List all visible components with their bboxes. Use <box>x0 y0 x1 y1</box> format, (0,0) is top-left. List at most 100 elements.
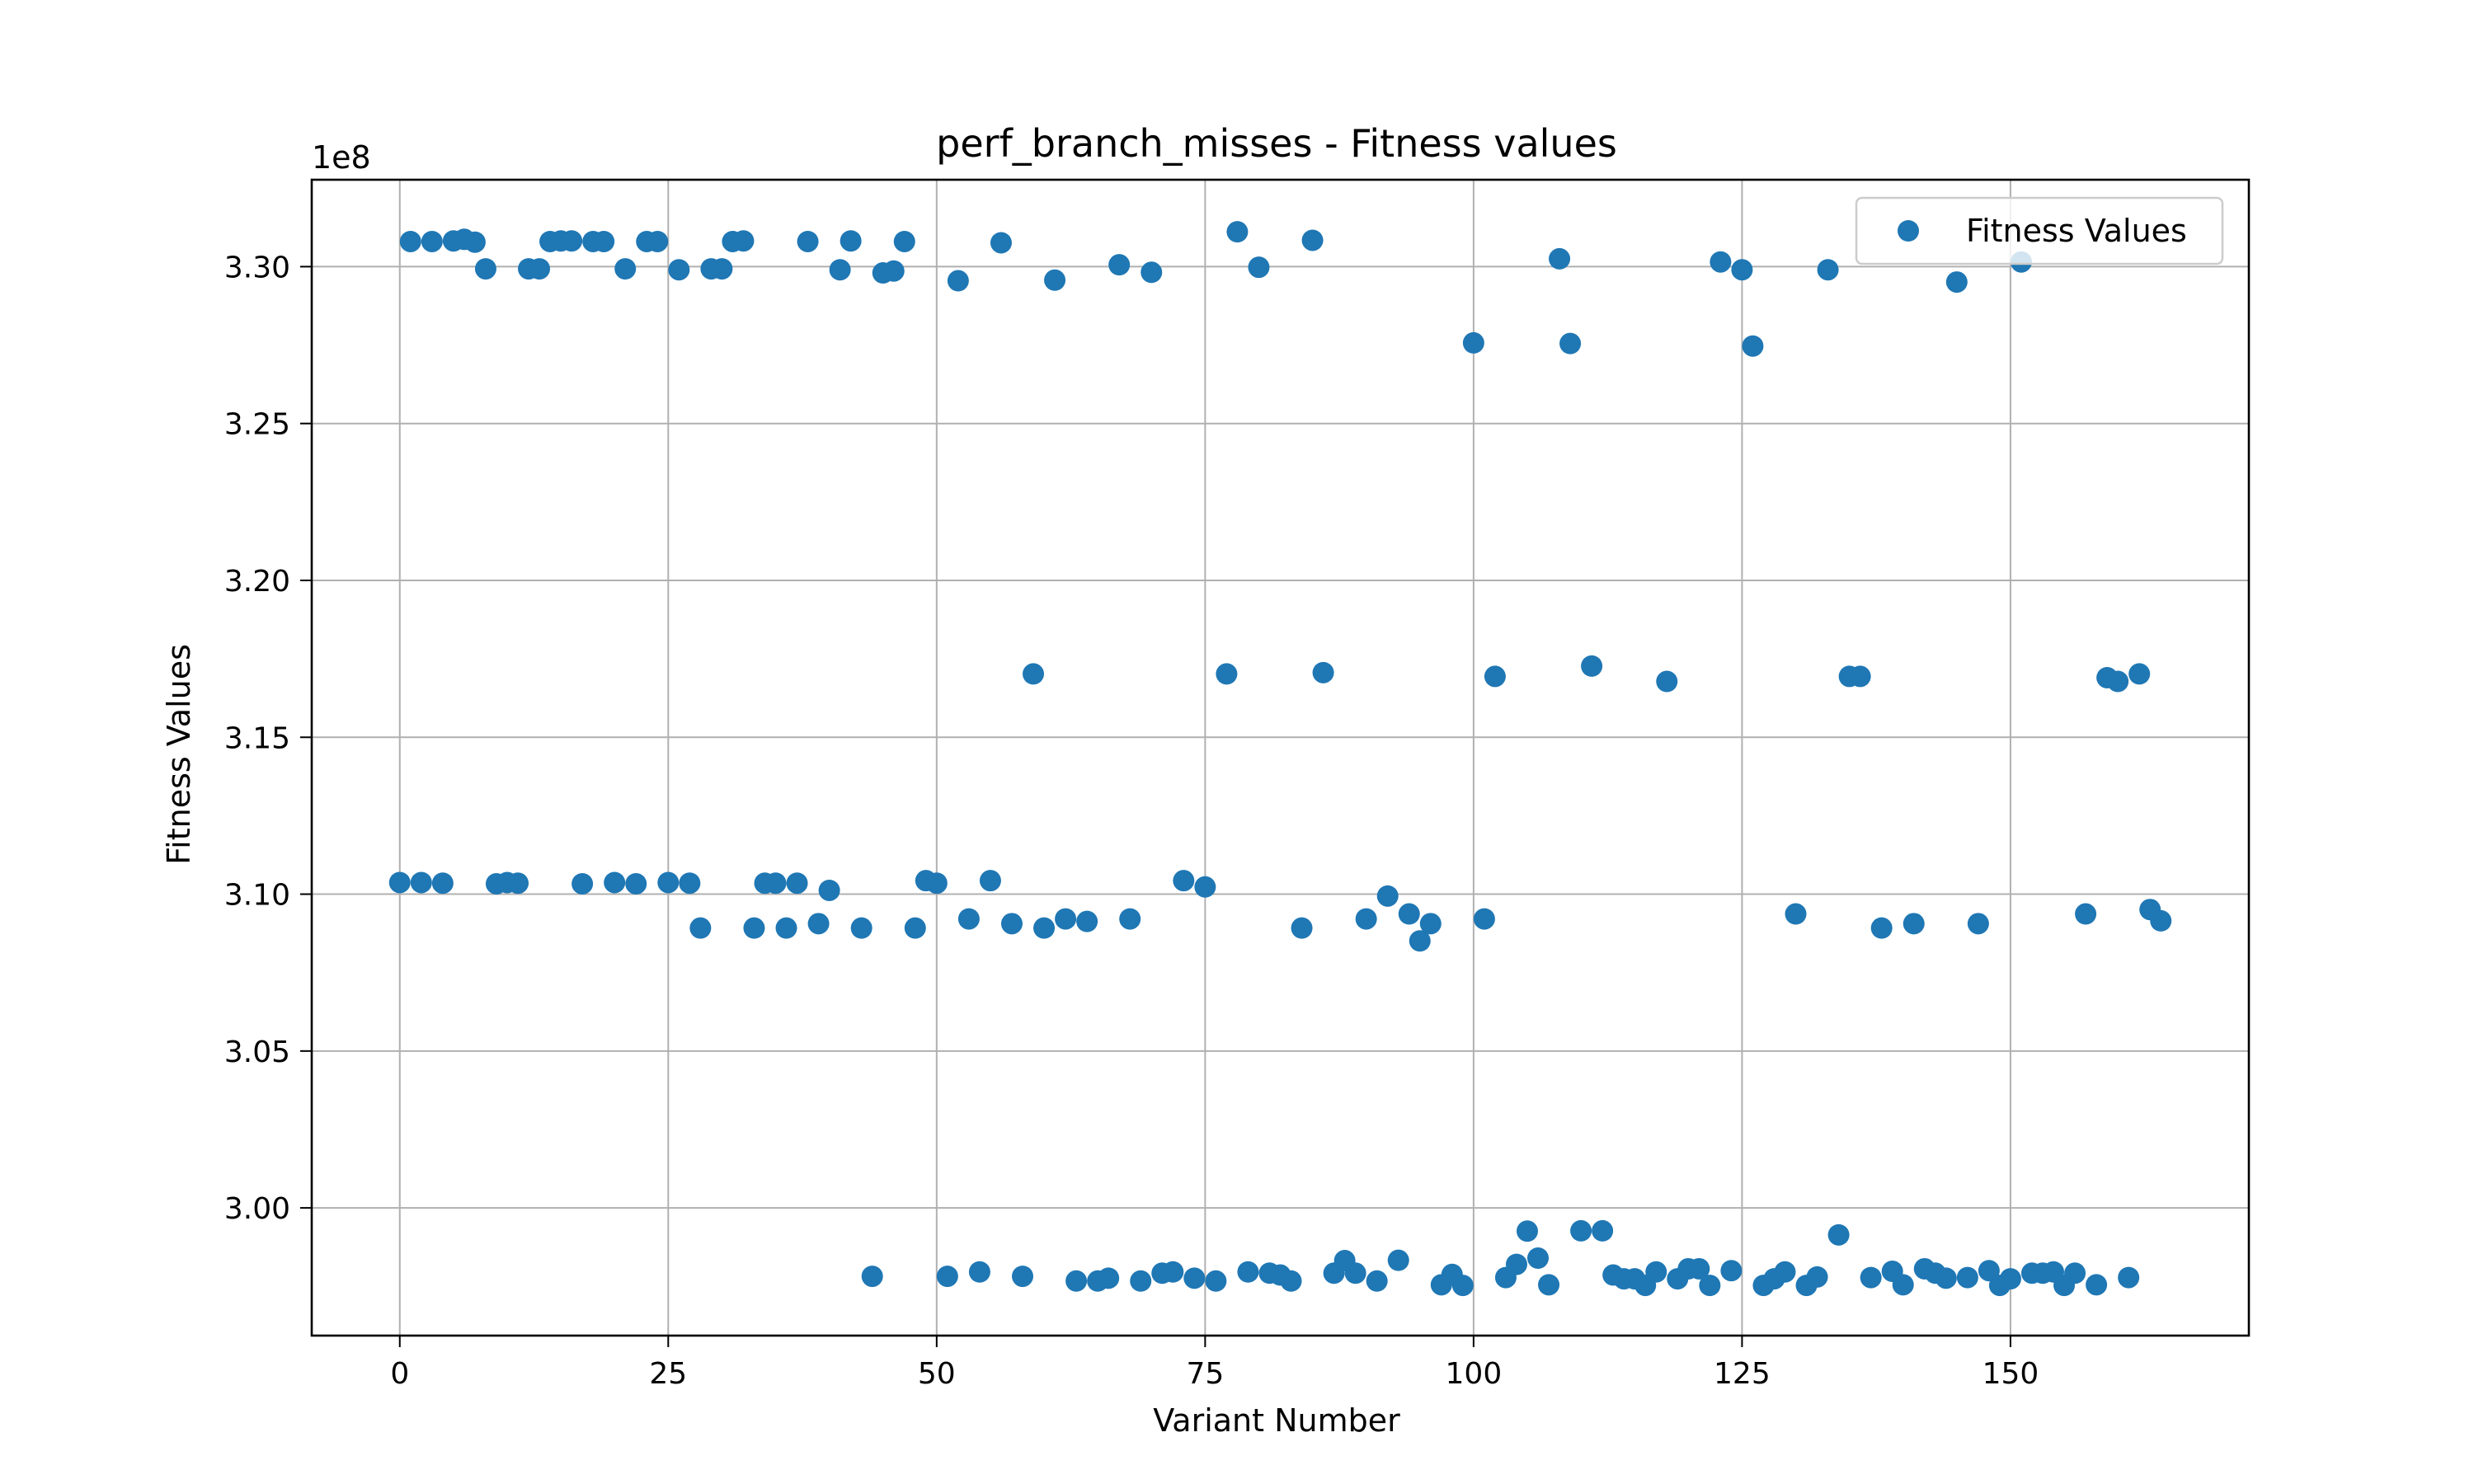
data-point <box>1055 908 1077 930</box>
plot-frame <box>310 178 2251 1337</box>
x-tick-label: 0 <box>390 1357 409 1391</box>
data-point <box>764 872 787 895</box>
data-point <box>614 258 637 280</box>
data-point <box>1592 1219 1614 1242</box>
data-point <box>807 913 830 935</box>
data-point <box>1011 1266 1033 1288</box>
data-point <box>1731 259 1753 281</box>
data-point <box>1141 261 1163 284</box>
legend-box <box>1855 196 2224 265</box>
data-point <box>818 879 840 901</box>
data-point <box>1945 271 1968 294</box>
data-point <box>410 871 432 894</box>
data-point <box>431 872 454 895</box>
data-point <box>2118 1266 2140 1289</box>
data-point <box>1785 903 1807 925</box>
data-point <box>2128 663 2151 685</box>
y-tick-label: 3.15 <box>224 721 290 755</box>
data-point <box>1742 335 1764 357</box>
y-axis-label: Fitness Values <box>161 644 197 865</box>
data-point <box>1409 930 1431 952</box>
legend-label: Fitness Values <box>1966 213 2187 249</box>
legend: Fitness Values <box>1855 196 2224 265</box>
data-point <box>657 871 680 894</box>
data-point <box>957 908 980 930</box>
data-point <box>893 230 915 252</box>
data-point <box>1451 1275 1474 1297</box>
y-axis-ticks: 3.00 3.05 3.10 3.15 3.20 3.25 3.30 <box>224 251 312 1226</box>
data-point <box>1967 913 1989 935</box>
data-point <box>1978 1260 2000 1282</box>
data-point <box>925 872 948 895</box>
data-point <box>1376 885 1399 907</box>
x-axis-ticks: 0 25 50 75 100 125 150 <box>390 1336 2039 1391</box>
data-point <box>1366 1270 1388 1292</box>
data-point <box>1817 259 1839 281</box>
data-point <box>1119 908 1141 930</box>
data-point <box>1505 1253 1527 1275</box>
data-point <box>1216 663 1238 685</box>
data-point <box>1194 876 1216 898</box>
data-point <box>679 872 701 895</box>
x-tick-label: 50 <box>918 1357 956 1391</box>
data-point <box>1581 655 1603 677</box>
y-tick-label: 3.10 <box>224 879 290 913</box>
grid-lines <box>312 180 2249 1336</box>
y-axis-offset-label: 1e8 <box>312 139 371 176</box>
data-point <box>1538 1274 1560 1296</box>
data-point <box>1205 1270 1227 1292</box>
data-point <box>561 230 583 252</box>
data-point <box>786 872 808 895</box>
data-point <box>1527 1247 1550 1270</box>
data-point <box>1860 1266 1882 1289</box>
data-point <box>1570 1219 1592 1242</box>
data-point <box>2064 1262 2086 1284</box>
data-point <box>421 230 443 252</box>
data-point <box>797 230 819 252</box>
data-point <box>529 258 551 280</box>
data-point <box>829 259 851 281</box>
data-point <box>689 917 712 939</box>
x-tick-label: 25 <box>649 1357 687 1391</box>
data-point <box>1130 1270 1152 1292</box>
data-point <box>1355 908 1377 930</box>
data-point <box>1473 908 1495 930</box>
data-point <box>775 917 797 939</box>
data-point <box>1183 1267 1206 1289</box>
y-tick-label: 3.30 <box>224 251 290 284</box>
data-point <box>1774 1261 1796 1283</box>
data-point <box>840 230 862 252</box>
data-point <box>936 1266 958 1288</box>
data-point <box>463 231 486 253</box>
data-point <box>1549 247 1571 270</box>
y-tick-label: 3.25 <box>224 408 290 442</box>
x-tick-label: 150 <box>1982 1357 2039 1391</box>
data-point <box>571 872 594 895</box>
data-points <box>388 221 2172 1297</box>
x-tick-label: 125 <box>1714 1357 1771 1391</box>
data-point <box>388 871 411 894</box>
data-point <box>1688 1257 1710 1280</box>
data-point <box>1387 1249 1409 1271</box>
data-point <box>990 232 1012 254</box>
data-point <box>1237 1261 1259 1283</box>
data-point <box>2150 909 2172 932</box>
y-tick-label: 3.00 <box>224 1192 290 1226</box>
data-point <box>1849 665 1871 688</box>
x-tick-label: 75 <box>1186 1357 1224 1391</box>
y-tick-label: 3.20 <box>224 565 290 599</box>
data-point <box>1248 256 1270 279</box>
data-point <box>2107 670 2129 693</box>
data-point <box>732 230 755 252</box>
data-point <box>850 917 872 939</box>
data-point <box>1892 1274 1914 1296</box>
data-point <box>1462 331 1484 354</box>
chart-title: perf_branch_misses - Fitness values <box>936 121 1617 166</box>
data-point <box>861 1266 883 1288</box>
data-point <box>507 872 529 895</box>
data-point <box>474 258 496 280</box>
data-point <box>647 230 669 252</box>
data-point <box>1484 665 1506 688</box>
data-point <box>1033 917 1056 939</box>
x-axis-label: Variant Number <box>1153 1402 1400 1439</box>
